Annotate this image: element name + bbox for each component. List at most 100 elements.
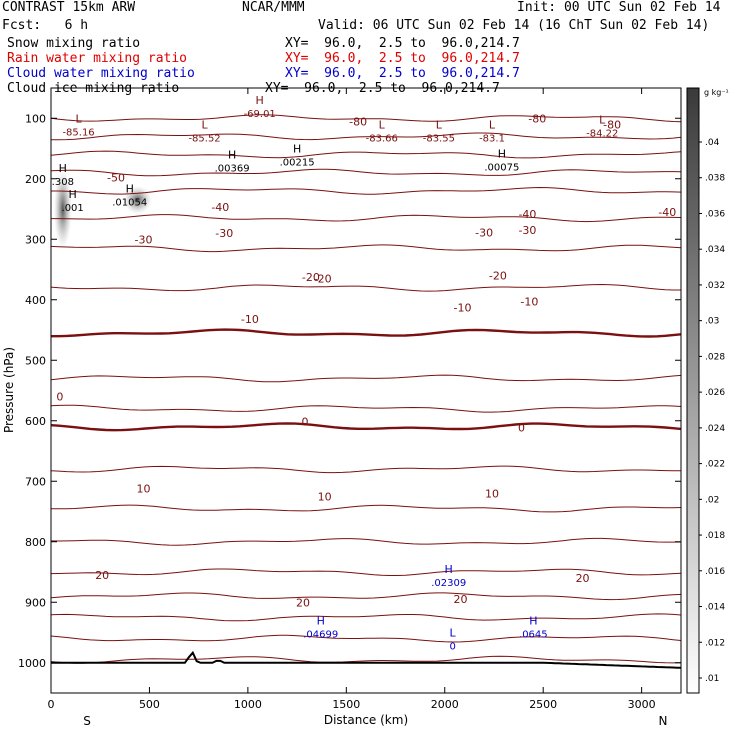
- contour-line: [51, 634, 681, 643]
- y-tick-label: 800: [25, 536, 46, 549]
- extremum-marker: H: [293, 143, 301, 156]
- extremum-marker: L: [201, 118, 208, 131]
- x-axis-title: Distance (km): [324, 713, 408, 727]
- y-tick-label: 700: [25, 475, 46, 488]
- contour-label: -40: [658, 206, 676, 219]
- y-tick-label: 200: [25, 173, 46, 186]
- colorbar-tick-label: .028: [705, 352, 725, 362]
- field-cloudwater-xy: XY= 96.0, 2.5 to 96.0,214.7: [285, 66, 520, 81]
- organization: NCAR/MMM: [242, 0, 305, 15]
- terrain-line: [51, 650, 681, 669]
- x-tick-label: 1500: [332, 698, 360, 711]
- contour-line: [51, 374, 681, 383]
- extremum-value: .001: [62, 203, 84, 214]
- extremum-marker: H: [69, 188, 77, 201]
- contour-line: [51, 568, 681, 576]
- contour-line: [51, 244, 681, 253]
- colorbar-tick-label: .02: [705, 495, 719, 505]
- contour-label: 20: [576, 572, 590, 585]
- contour-label: -80: [603, 118, 621, 131]
- extremum-marker: H: [59, 162, 67, 175]
- extremum-marker: L: [489, 118, 496, 131]
- contour-label: -30: [135, 233, 153, 246]
- extremum-value: -83.55: [423, 133, 455, 144]
- contour-label: -10: [453, 302, 471, 315]
- colorbar-unit: g kg⁻¹: [704, 88, 729, 97]
- contour-label: 0: [301, 415, 308, 428]
- y-tick-label: 1000: [18, 657, 46, 670]
- x-tick-label: 2500: [529, 698, 557, 711]
- contour-label: -30: [518, 224, 536, 237]
- extremum-value: -84.22: [586, 129, 618, 140]
- y-tick-label: 900: [25, 596, 46, 609]
- extremum-marker: H: [126, 182, 134, 195]
- contour-line: [51, 592, 681, 601]
- x-tick-label: 3000: [628, 698, 656, 711]
- contour-line: [51, 613, 681, 622]
- extremum-value: 0: [449, 642, 455, 653]
- extremum-marker: H: [529, 614, 537, 627]
- contour-line: [51, 655, 681, 664]
- y-tick-label: 400: [25, 294, 46, 307]
- colorbar-tick-label: .032: [705, 281, 725, 291]
- extremum-value: .04699: [303, 629, 338, 640]
- colorbar-tick-label: .01: [705, 674, 719, 684]
- colorbar-tick-label: .038: [705, 174, 725, 184]
- colorbar-tick-label: .026: [705, 388, 725, 398]
- extremum-marker: H: [498, 147, 506, 160]
- contour-line: [51, 422, 681, 432]
- y-axis-title: Pressure (hPa): [2, 347, 16, 433]
- extremum-marker: L: [436, 118, 443, 131]
- extremum-value: -83.66: [366, 133, 398, 144]
- contour-line: [51, 283, 681, 292]
- contour-label: -20: [489, 270, 507, 283]
- x-tick-label: 2000: [431, 698, 459, 711]
- extremum-marker: H: [317, 614, 325, 627]
- colorbar-tick-label: .016: [705, 567, 725, 577]
- colorbar-tick-label: .04: [705, 138, 720, 148]
- extremum-value: .308: [52, 177, 74, 188]
- plot-frame: [50, 87, 682, 694]
- contour-label: 10: [318, 490, 332, 503]
- contour-line: [51, 328, 681, 338]
- contour-label: 20: [95, 569, 109, 582]
- contour-line: [51, 186, 681, 195]
- contour-line: [51, 214, 681, 223]
- extremum-marker: L: [599, 114, 606, 127]
- colorbar-ramp: [686, 87, 700, 694]
- contour-label: -10: [241, 313, 259, 326]
- extremum-value: .00215: [280, 158, 315, 169]
- x-tick-label: 500: [139, 698, 160, 711]
- snow-shading-1: [53, 169, 72, 249]
- field-rain-label: Rain water mixing ratio: [7, 51, 188, 66]
- extremum-value: -83.1: [479, 133, 505, 144]
- extremum-marker: H: [228, 149, 236, 162]
- contour-label: -20: [314, 273, 332, 286]
- extremum-value: .00075: [484, 162, 519, 173]
- extremum-value: -85.52: [188, 133, 220, 144]
- contour-label: -10: [520, 296, 538, 309]
- extremum-marker: L: [75, 112, 82, 125]
- extremum-value: -69.01: [244, 109, 276, 120]
- contour-label: -30: [475, 227, 493, 240]
- x-tick-label: 0: [48, 698, 55, 711]
- valid-time: Valid: 06 UTC Sun 02 Feb 14 (16 ChT Sun …: [318, 18, 710, 33]
- colorbar-tick-label: .036: [705, 209, 725, 219]
- extremum-marker: L: [450, 627, 457, 640]
- y-tick-label: 100: [25, 112, 46, 125]
- contour-label: 10: [485, 487, 499, 500]
- contour-label: -40: [211, 201, 229, 214]
- colorbar-tick-label: .014: [705, 603, 725, 613]
- contour-label: -20: [302, 271, 320, 284]
- field-snow-xy: XY= 96.0, 2.5 to 96.0,214.7: [285, 36, 520, 51]
- init-time: Init: 00 UTC Sun 02 Feb 14: [517, 0, 721, 15]
- contour-label: -30: [215, 227, 233, 240]
- extremum-value: .01054: [112, 197, 147, 208]
- field-snow-label: Snow mixing ratio: [7, 36, 141, 51]
- colorbar: g kg⁻¹ .01 .012 .014 .016 .018 .02 .022 .024 .02…: [686, 87, 729, 694]
- extremum-value: .00369: [215, 164, 250, 175]
- extremum-marker: H: [256, 94, 264, 107]
- contour-label: -50: [107, 172, 125, 185]
- colorbar-tick-label: .03: [705, 317, 719, 327]
